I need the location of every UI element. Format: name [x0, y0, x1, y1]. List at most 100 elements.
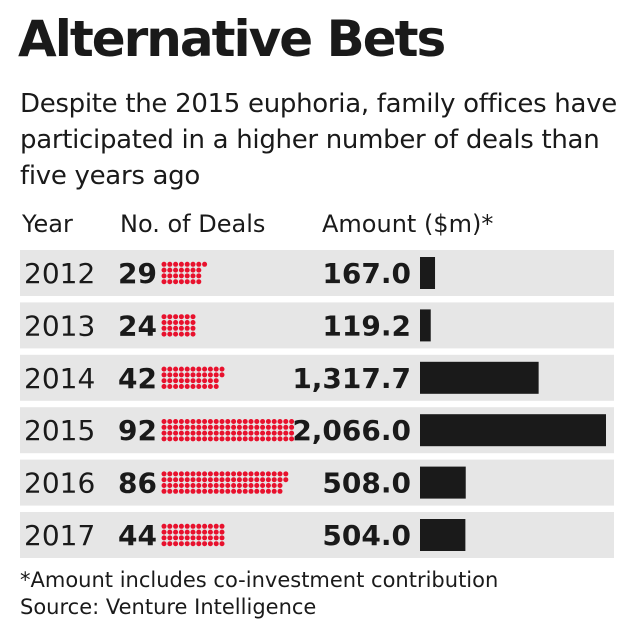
deal-dot [167, 483, 173, 488]
deal-dot [271, 477, 277, 483]
deal-dot [190, 279, 196, 285]
deal-dot [178, 430, 184, 436]
deal-dot [207, 483, 213, 488]
deal-dot [178, 314, 184, 320]
deal-dot [248, 488, 254, 494]
deal-dot [167, 378, 173, 384]
deal-dot [225, 477, 231, 483]
deal-dot [178, 483, 184, 488]
deal-dot [173, 488, 179, 494]
deal-dot [184, 430, 190, 436]
deal-dot [260, 436, 266, 442]
deal-dot [167, 529, 173, 535]
deal-dot [173, 436, 179, 442]
deal-dot [236, 471, 242, 477]
deal-dot [254, 483, 260, 488]
deal-dot [260, 424, 266, 430]
deal-dot [207, 372, 213, 378]
row-background-2017 [20, 512, 614, 558]
deal-dots-2016 [161, 471, 289, 494]
deal-dot [283, 471, 289, 477]
deal-dot [161, 325, 167, 331]
deal-dot [167, 419, 173, 424]
deal-dot [213, 419, 219, 424]
deal-dot [184, 483, 190, 488]
deal-dot [173, 261, 179, 267]
deal-dot [173, 523, 179, 529]
footnote: *Amount includes co-investment contribut… [20, 568, 499, 592]
deal-dot [231, 477, 237, 483]
deal-dot [184, 261, 190, 267]
deal-dot [184, 424, 190, 430]
deal-dot [248, 436, 254, 442]
deal-dot [260, 430, 266, 436]
deal-dot [190, 273, 196, 279]
deal-dots-2012 [161, 261, 208, 285]
deal-dot [167, 523, 173, 529]
deal-dot [202, 372, 208, 378]
amount-value-2017: 504.0 [322, 519, 411, 552]
deal-dot [202, 436, 208, 442]
amount-bar-2017 [420, 519, 466, 551]
deal-dot [219, 535, 225, 541]
amount-bar-2014 [420, 361, 539, 394]
deal-dot [207, 523, 213, 529]
deal-dot [173, 320, 179, 325]
deal-dot [184, 471, 190, 477]
deal-dot [167, 535, 173, 541]
deal-dot [173, 331, 179, 337]
deal-dot [161, 430, 167, 436]
deal-dot [202, 535, 208, 541]
deal-dot [196, 529, 202, 535]
deal-dots-2014 [161, 366, 225, 389]
deal-dot [289, 419, 295, 424]
deal-dot [184, 488, 190, 494]
deal-dot [161, 320, 167, 325]
deal-dot [219, 419, 225, 424]
deal-dot [213, 430, 219, 436]
deal-dot [248, 477, 254, 483]
deal-dot [184, 523, 190, 529]
deal-dot [178, 325, 184, 331]
deal-dot [190, 314, 196, 320]
deal-dot [283, 477, 289, 483]
deal-dot [167, 314, 173, 320]
deal-dot [190, 523, 196, 529]
deal-dot [178, 471, 184, 477]
deal-dots-2017 [161, 523, 225, 547]
deal-dot [265, 488, 271, 494]
deal-dot [236, 424, 242, 430]
deal-dot [231, 471, 237, 477]
deal-dot [161, 471, 167, 477]
deal-dot [167, 366, 173, 372]
deal-dot [184, 529, 190, 535]
deal-dot [178, 488, 184, 494]
deal-dot [173, 483, 179, 488]
deal-dot [213, 384, 219, 389]
deal-dot [202, 261, 208, 267]
deal-dot [167, 477, 173, 483]
chart-title: Alternative Bets [18, 10, 446, 68]
deal-dot [254, 471, 260, 477]
deal-dot [219, 372, 225, 378]
deal-dot [202, 477, 208, 483]
deal-dot [219, 488, 225, 494]
deal-dot [254, 477, 260, 483]
deal-dot [196, 366, 202, 372]
deal-dot [242, 419, 248, 424]
deal-dot [213, 523, 219, 529]
deal-dot [184, 384, 190, 389]
deal-dot [178, 419, 184, 424]
deal-dot [173, 477, 179, 483]
deal-dot [196, 430, 202, 436]
deal-dot [213, 372, 219, 378]
deal-dot [173, 372, 179, 378]
deal-dot [231, 488, 237, 494]
amount-value-2014: 1,317.7 [292, 362, 411, 395]
deal-dot [173, 325, 179, 331]
deal-dots-2013 [161, 314, 196, 337]
deal-dot [219, 477, 225, 483]
deals-value-2013: 24 [118, 309, 157, 342]
deal-dot [202, 541, 208, 547]
deal-dot [178, 372, 184, 378]
